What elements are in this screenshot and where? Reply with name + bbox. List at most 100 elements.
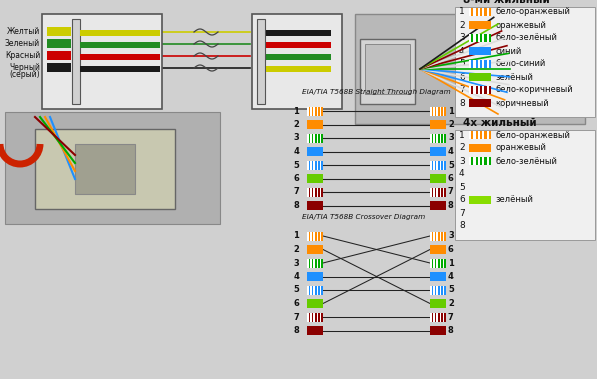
Text: 4: 4 xyxy=(293,147,299,156)
Text: 3: 3 xyxy=(448,232,454,241)
Bar xyxy=(430,147,446,156)
Bar xyxy=(307,160,309,169)
Text: 8: 8 xyxy=(448,201,454,210)
Bar xyxy=(35,129,175,209)
Bar xyxy=(307,133,323,143)
Text: 8: 8 xyxy=(293,326,299,335)
Bar xyxy=(433,258,435,268)
Bar xyxy=(436,285,438,294)
Text: 4: 4 xyxy=(448,147,454,156)
Bar xyxy=(75,144,135,194)
Text: 7: 7 xyxy=(459,86,464,94)
Bar xyxy=(439,232,441,241)
Bar xyxy=(80,42,160,48)
Bar xyxy=(80,30,160,36)
Bar xyxy=(42,14,162,109)
Bar xyxy=(47,63,71,72)
Bar xyxy=(47,39,71,48)
Bar xyxy=(307,245,323,254)
Bar xyxy=(433,133,435,143)
Bar xyxy=(80,53,160,60)
Bar xyxy=(307,258,323,268)
Bar xyxy=(430,313,432,321)
Text: EIA/TIA T568B Straight Through Diagram: EIA/TIA T568B Straight Through Diagram xyxy=(302,89,451,95)
Bar xyxy=(469,131,471,139)
Text: коричневый: коричневый xyxy=(495,99,549,108)
Text: EIA/TIA T568B Crossover Diagram: EIA/TIA T568B Crossover Diagram xyxy=(302,214,425,220)
Bar xyxy=(469,34,471,42)
Bar xyxy=(266,53,331,60)
Bar xyxy=(439,313,441,321)
Bar xyxy=(487,86,489,94)
Text: 5: 5 xyxy=(459,60,464,69)
Bar xyxy=(478,8,480,16)
Text: оранжевый: оранжевый xyxy=(495,144,546,152)
Bar xyxy=(482,131,484,139)
Bar xyxy=(443,313,444,321)
Bar xyxy=(469,60,471,68)
Bar xyxy=(482,60,484,68)
Bar xyxy=(307,133,309,143)
Text: 3: 3 xyxy=(459,33,464,42)
Bar xyxy=(473,86,476,94)
Bar xyxy=(310,232,312,241)
Bar xyxy=(320,106,321,116)
Bar xyxy=(310,133,312,143)
Text: 1: 1 xyxy=(448,258,454,268)
Text: 4: 4 xyxy=(448,272,454,281)
Bar xyxy=(307,285,323,294)
Bar xyxy=(430,232,432,241)
Bar xyxy=(469,131,491,139)
Bar xyxy=(469,196,491,204)
Text: 4х жильный: 4х жильный xyxy=(463,118,537,128)
Bar xyxy=(313,106,315,116)
Text: Зеленый: Зеленый xyxy=(5,39,40,48)
Bar xyxy=(430,272,446,281)
Bar xyxy=(316,285,318,294)
Bar xyxy=(320,258,321,268)
Text: 7: 7 xyxy=(293,188,299,196)
Bar xyxy=(443,285,444,294)
Bar xyxy=(439,106,441,116)
Bar xyxy=(365,44,410,94)
Bar xyxy=(469,73,491,81)
Bar xyxy=(430,133,446,143)
Bar xyxy=(307,106,309,116)
Text: бело-зелёный: бело-зелёный xyxy=(495,33,557,42)
Text: 7: 7 xyxy=(293,313,299,321)
Text: 8: 8 xyxy=(448,326,454,335)
Bar xyxy=(433,285,435,294)
Text: 3: 3 xyxy=(448,133,454,143)
Bar xyxy=(307,299,323,308)
Bar xyxy=(307,232,323,241)
Bar xyxy=(469,157,471,165)
Text: 6: 6 xyxy=(459,72,464,81)
Bar xyxy=(430,245,446,254)
Bar xyxy=(430,232,446,241)
Bar xyxy=(436,106,438,116)
Text: бело-зелёный: бело-зелёный xyxy=(495,157,557,166)
Text: 1: 1 xyxy=(448,106,454,116)
Bar xyxy=(436,232,438,241)
Bar xyxy=(360,39,415,104)
Bar xyxy=(478,131,480,139)
Bar xyxy=(320,133,321,143)
Bar xyxy=(313,313,315,321)
Bar xyxy=(313,133,315,143)
Text: 5: 5 xyxy=(293,160,299,169)
Bar xyxy=(316,106,318,116)
Bar xyxy=(307,147,323,156)
Text: бело-синий: бело-синий xyxy=(495,60,545,69)
Text: 8-ми жильный: 8-ми жильный xyxy=(463,0,550,5)
Bar xyxy=(469,60,491,68)
Bar xyxy=(307,120,323,129)
Bar xyxy=(436,313,438,321)
Bar xyxy=(469,47,491,55)
Bar xyxy=(443,188,444,196)
Bar xyxy=(80,66,160,72)
Bar xyxy=(430,285,432,294)
Text: 5: 5 xyxy=(293,285,299,294)
Text: 4: 4 xyxy=(459,169,464,179)
Bar xyxy=(266,42,331,48)
Text: 6: 6 xyxy=(459,196,464,205)
